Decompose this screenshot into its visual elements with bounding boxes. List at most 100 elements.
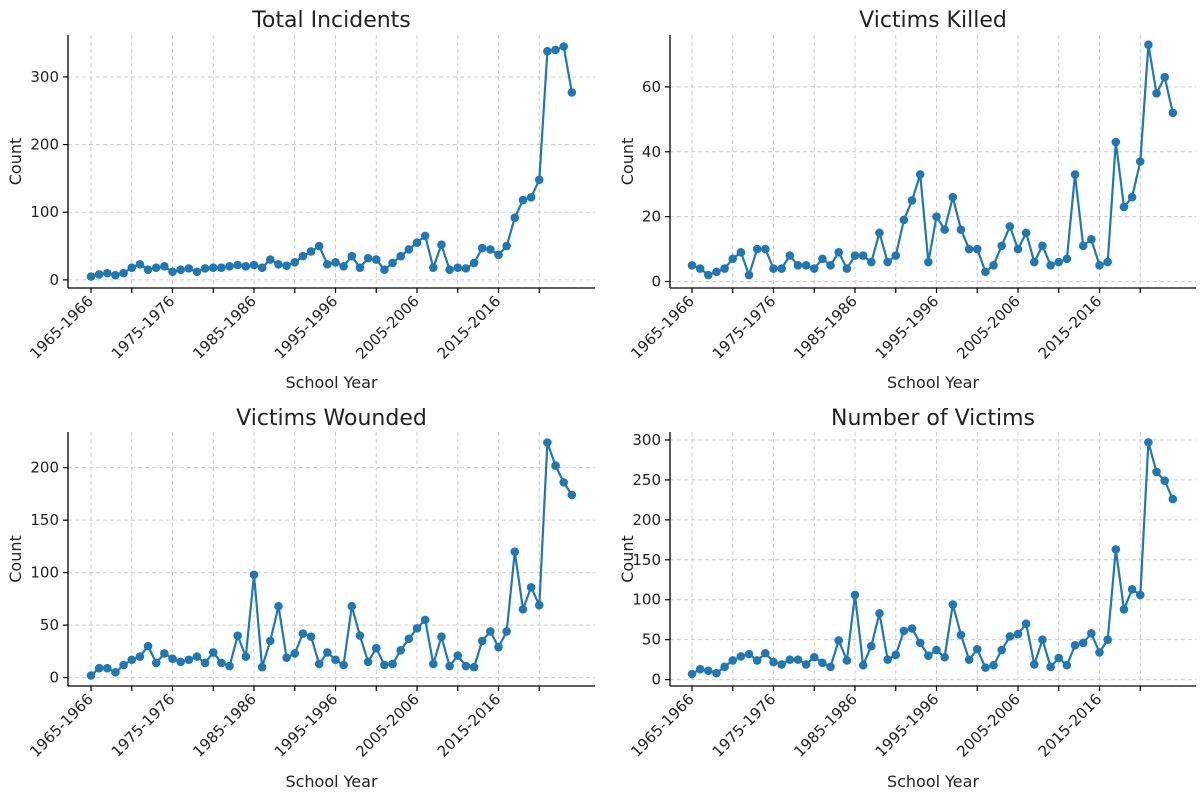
data-point	[192, 652, 202, 661]
data-point	[331, 257, 340, 267]
data-point	[720, 264, 729, 273]
x-tick-label: 1975-1976	[108, 292, 179, 363]
data-point	[1054, 653, 1064, 663]
x-tick-label: 1975-1976	[108, 690, 179, 761]
data-point	[867, 641, 876, 651]
x-tick-label: 2005-2006	[953, 690, 1024, 761]
chart-title: Total Incidents	[251, 8, 411, 33]
data-point	[850, 590, 860, 600]
data-point	[842, 264, 852, 273]
y-axis-label: Count	[6, 535, 25, 583]
data-point	[371, 255, 381, 264]
data-point	[396, 646, 406, 655]
y-tick-label: 0	[49, 669, 59, 687]
x-tick-label: 1965-1966	[627, 292, 698, 363]
data-point	[534, 175, 544, 185]
x-tick-label: 2005-2006	[352, 292, 423, 363]
x-tick-label: 2015-2016	[434, 292, 505, 363]
data-point	[380, 265, 389, 275]
y-tick-label: 150	[632, 551, 661, 569]
data-point	[339, 660, 348, 670]
data-point	[842, 656, 852, 665]
data-point	[567, 490, 577, 500]
data-point	[948, 192, 958, 202]
data-point	[176, 265, 185, 275]
chart-title: Victims Killed	[859, 8, 1007, 33]
data-point	[1111, 137, 1121, 147]
y-axis-label: Count	[6, 138, 25, 186]
data-point	[891, 650, 901, 660]
data-point	[769, 657, 778, 667]
data-point	[948, 600, 958, 609]
data-point	[1038, 241, 1047, 251]
data-point	[883, 655, 892, 664]
data-point	[290, 257, 300, 267]
x-tick-label: 1985-1986	[189, 292, 260, 363]
data-point	[924, 651, 933, 660]
data-point	[469, 258, 479, 268]
data-point	[826, 260, 835, 270]
data-point	[695, 664, 705, 674]
data-point	[127, 655, 137, 665]
data-point	[477, 243, 487, 253]
data-point	[1013, 244, 1023, 254]
data-point	[534, 600, 544, 610]
data-point	[518, 195, 528, 205]
y-tick-label: 100	[30, 564, 59, 582]
data-point	[1005, 632, 1015, 641]
data-point	[1135, 590, 1145, 600]
data-point	[793, 655, 803, 664]
data-point	[875, 609, 884, 618]
data-point	[801, 260, 811, 270]
x-tick-label: 1995-1996	[271, 292, 342, 363]
data-point	[875, 228, 884, 238]
data-point	[200, 658, 210, 668]
data-point	[429, 659, 438, 669]
data-point	[217, 658, 226, 668]
data-point	[761, 648, 770, 658]
chart-victims-wounded: 0 50 100 150 200 1965-1966 1975-1976 1985-1986 1…	[6, 406, 595, 791]
data-point	[151, 658, 161, 668]
x-tick-label: 2005-2006	[953, 292, 1024, 363]
data-point	[907, 196, 917, 205]
data-point	[151, 263, 161, 273]
y-tick-label: 300	[30, 68, 59, 86]
data-point	[160, 262, 169, 271]
data-point	[1103, 635, 1112, 644]
data-point	[809, 652, 819, 662]
data-point	[86, 671, 96, 680]
data-point	[777, 264, 786, 273]
data-point	[339, 262, 348, 271]
data-point	[257, 662, 267, 672]
y-axis-label: Count	[618, 535, 637, 583]
x-tick-label: 1995-1996	[872, 690, 943, 761]
y-tick-label: 300	[632, 431, 661, 449]
data-point	[119, 268, 128, 278]
data-point	[217, 263, 226, 273]
data-point	[404, 245, 414, 254]
data-point	[785, 655, 795, 664]
data-point	[1087, 235, 1096, 244]
data-point	[445, 661, 454, 671]
data-point	[1054, 257, 1064, 267]
data-point	[241, 652, 251, 661]
data-point	[818, 658, 827, 668]
data-point	[494, 642, 503, 652]
data-point	[736, 248, 746, 257]
data-point	[396, 251, 406, 261]
data-point	[388, 258, 397, 268]
data-point	[1152, 467, 1161, 477]
data-point	[200, 264, 210, 273]
data-point	[208, 263, 218, 273]
x-tick-label: 2015-2016	[1035, 690, 1106, 761]
y-tick-label: 60	[642, 78, 661, 96]
data-point	[486, 245, 495, 254]
data-point	[720, 662, 729, 672]
data-point	[266, 255, 275, 264]
data-point	[858, 251, 868, 260]
data-point	[704, 666, 713, 676]
data-point	[924, 257, 933, 267]
data-point	[1127, 585, 1137, 594]
data-point	[752, 244, 762, 254]
data-point	[1062, 254, 1072, 264]
